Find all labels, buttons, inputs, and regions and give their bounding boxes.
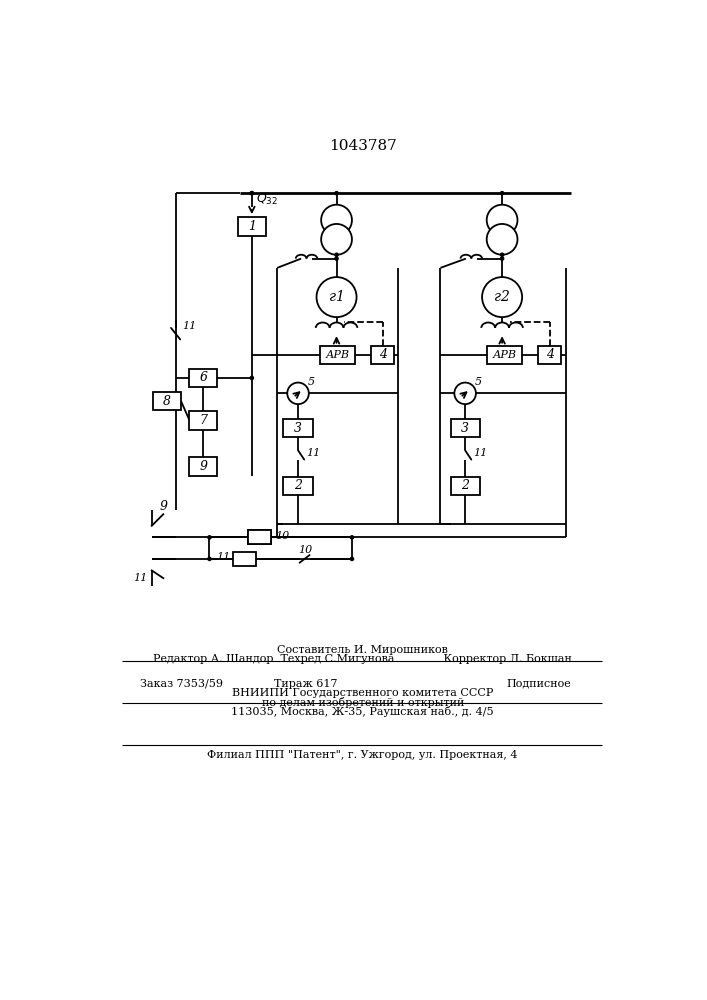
- Text: 10: 10: [275, 531, 289, 541]
- Text: 9: 9: [199, 460, 207, 473]
- Text: 1043787: 1043787: [329, 139, 397, 153]
- Bar: [189, 369, 217, 387]
- Bar: [238, 217, 266, 235]
- Circle shape: [207, 557, 212, 561]
- Bar: [538, 346, 561, 364]
- Circle shape: [250, 376, 254, 380]
- Text: Филиал ППП "Патент", г. Ужгород, ул. Проектная, 4: Филиал ППП "Патент", г. Ужгород, ул. Про…: [207, 750, 518, 760]
- Bar: [233, 552, 256, 566]
- Text: 1: 1: [248, 220, 256, 233]
- Text: 11: 11: [216, 552, 230, 562]
- Text: 2: 2: [294, 479, 302, 492]
- Circle shape: [486, 205, 518, 235]
- Circle shape: [287, 383, 309, 404]
- Text: 11: 11: [305, 448, 320, 458]
- Circle shape: [500, 191, 504, 195]
- Bar: [371, 346, 395, 364]
- Text: $Q_{32}$: $Q_{32}$: [256, 192, 278, 207]
- Circle shape: [500, 252, 504, 257]
- Circle shape: [486, 224, 518, 255]
- Circle shape: [350, 535, 354, 540]
- Circle shape: [455, 383, 476, 404]
- Circle shape: [250, 191, 254, 195]
- Text: г1: г1: [329, 290, 344, 304]
- Text: 10: 10: [298, 545, 313, 555]
- Bar: [248, 530, 271, 544]
- Text: 11: 11: [134, 573, 148, 583]
- Bar: [189, 411, 217, 430]
- Text: 11: 11: [473, 448, 487, 458]
- Bar: [284, 477, 312, 495]
- Bar: [450, 419, 480, 437]
- Circle shape: [317, 277, 356, 317]
- Bar: [450, 477, 480, 495]
- Text: Тираж 617: Тираж 617: [274, 679, 337, 689]
- Text: 3: 3: [294, 422, 302, 434]
- Text: 4: 4: [379, 348, 387, 361]
- Bar: [248, 530, 271, 544]
- Text: 8: 8: [163, 395, 171, 408]
- Circle shape: [207, 535, 212, 540]
- Text: 113035, Москва, Ж-35, Раушская наб., д. 4/5: 113035, Москва, Ж-35, Раушская наб., д. …: [231, 706, 494, 717]
- Text: г2: г2: [494, 290, 510, 304]
- Text: Заказ 7353/59: Заказ 7353/59: [140, 679, 223, 689]
- Text: 2: 2: [461, 479, 469, 492]
- Text: 3: 3: [461, 422, 469, 434]
- Text: 11: 11: [182, 321, 196, 331]
- Text: 6: 6: [199, 371, 207, 384]
- Text: 4: 4: [546, 348, 554, 361]
- Text: по делам изобретений и открытий: по делам изобретений и открытий: [262, 697, 464, 708]
- Circle shape: [250, 191, 254, 195]
- Bar: [189, 457, 217, 476]
- Text: ВНИИПИ Государственного комитета СССР: ВНИИПИ Государственного комитета СССР: [232, 688, 493, 698]
- Bar: [486, 346, 522, 364]
- Circle shape: [334, 252, 339, 257]
- Circle shape: [321, 205, 352, 235]
- Text: 5: 5: [308, 377, 315, 387]
- Circle shape: [334, 191, 339, 195]
- Text: 7: 7: [199, 414, 207, 427]
- Text: Редактор А. Шандор  Техред С.Мигунова              Корректор Л. Бокшан: Редактор А. Шандор Техред С.Мигунова Кор…: [153, 654, 572, 664]
- Text: 9: 9: [160, 500, 168, 513]
- Circle shape: [321, 224, 352, 255]
- Text: Составитель И. Мирошников: Составитель И. Мирошников: [277, 645, 448, 655]
- Bar: [153, 392, 181, 410]
- Circle shape: [334, 256, 339, 261]
- Bar: [320, 346, 355, 364]
- Text: 5: 5: [474, 377, 481, 387]
- Text: Подписное: Подписное: [507, 679, 571, 689]
- Text: АРВ: АРВ: [325, 350, 349, 360]
- Circle shape: [350, 557, 354, 561]
- Text: АРВ: АРВ: [492, 350, 516, 360]
- Circle shape: [482, 277, 522, 317]
- Circle shape: [500, 256, 504, 261]
- Bar: [284, 419, 312, 437]
